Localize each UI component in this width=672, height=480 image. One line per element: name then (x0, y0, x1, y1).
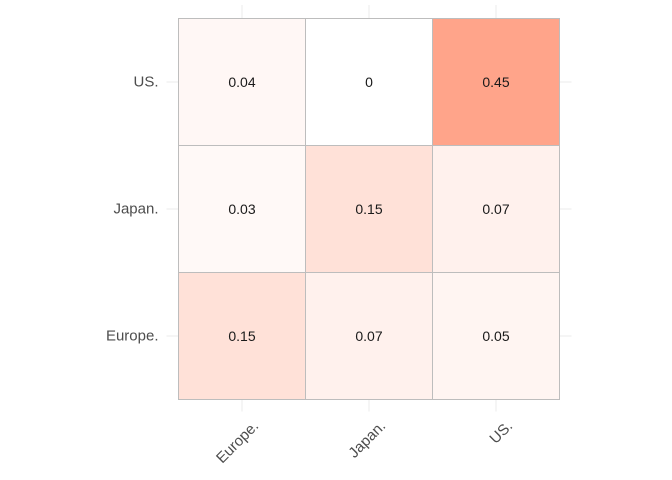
x-tick-label-japan: Japan. (345, 418, 389, 462)
x-axis-tick-labels: Europe. Japan. US. (213, 418, 516, 467)
heatmap-cell-europe-japan (305, 272, 433, 400)
heatmap-cell-japan-japan (305, 145, 433, 273)
heatmap-cell-japan-europe (178, 145, 306, 273)
cell-value-label-europe-us: 0.05 (482, 328, 509, 344)
cell-value-label-us-us: 0.45 (482, 74, 509, 90)
cell-value-labels: 0.04 0 0.45 0.03 0.15 0.07 0.15 0.07 0.05 (228, 74, 509, 344)
heatmap-cell-europe-europe (178, 272, 306, 400)
y-tick-label-us: US. (133, 74, 158, 91)
heatmap-cells (178, 18, 560, 400)
cell-value-label-europe-europe: 0.15 (228, 328, 255, 344)
cell-value-label-us-europe: 0.04 (228, 74, 255, 90)
heatmap-cell-us-us (432, 18, 560, 146)
cell-value-label-japan-japan: 0.15 (355, 201, 382, 217)
x-tick-label-us: US. (486, 418, 516, 448)
y-tick-label-europe: Europe. (106, 328, 159, 345)
y-tick-label-japan: Japan. (113, 201, 158, 218)
heatmap-cell-europe-us (432, 272, 560, 400)
x-tick-label-europe: Europe. (213, 418, 262, 467)
cell-value-label-japan-europe: 0.03 (228, 201, 255, 217)
cell-value-label-us-japan: 0 (365, 74, 373, 90)
y-axis-tick-labels: Europe. Japan. US. (106, 74, 159, 345)
heatmap-cell-japan-us (432, 145, 560, 273)
cell-value-label-japan-us: 0.07 (482, 201, 509, 217)
cell-value-label-europe-japan: 0.07 (355, 328, 382, 344)
